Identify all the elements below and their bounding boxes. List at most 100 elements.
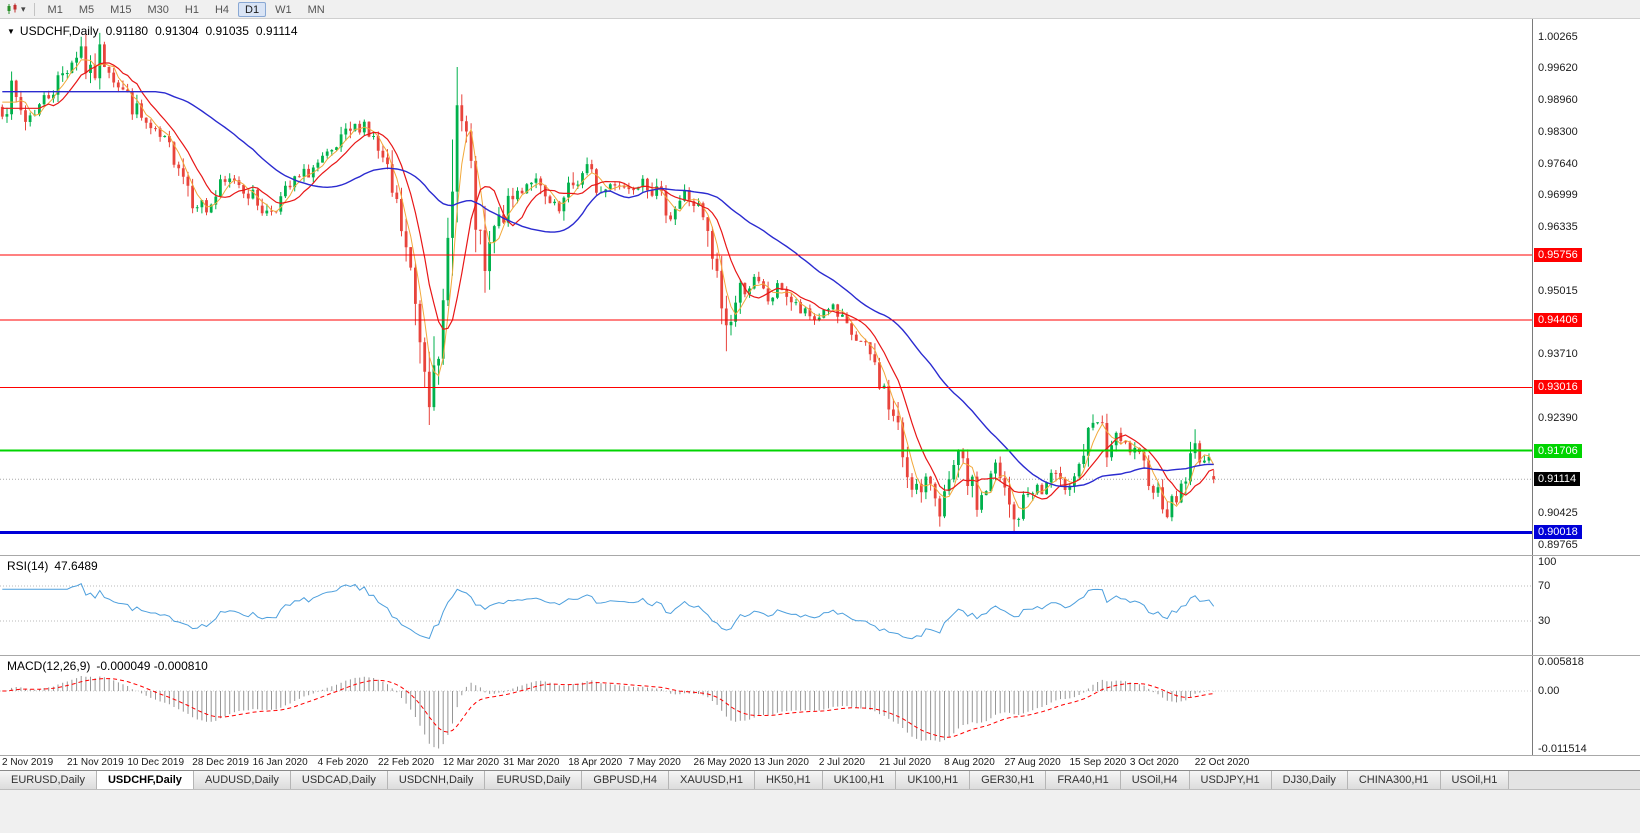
axis-label: 100 bbox=[1538, 556, 1557, 568]
axis-label: 0.93710 bbox=[1538, 347, 1578, 360]
timeframes-toolbar: ▾ M1 M5 M15 M30 H1 H4 D1 W1 MN bbox=[0, 0, 1640, 19]
chart-tab-audusd-daily[interactable]: AUDUSD,Daily bbox=[193, 771, 291, 789]
chart-tab-xauusd-h1[interactable]: XAUUSD,H1 bbox=[668, 771, 755, 789]
chart-tab-uk100-h1[interactable]: UK100,H1 bbox=[822, 771, 897, 789]
chart-tab-usdcnh-daily[interactable]: USDCNH,Daily bbox=[387, 771, 486, 789]
rsi-label: RSI(14) 47.6489 bbox=[7, 559, 98, 573]
date-label: 13 Jun 2020 bbox=[753, 757, 809, 768]
macd-values: -0.000049 -0.000810 bbox=[96, 659, 208, 673]
axis-label: 70 bbox=[1538, 580, 1551, 593]
price-badge: 0.93016 bbox=[1534, 380, 1582, 395]
chart-tab-fra40-h1[interactable]: FRA40,H1 bbox=[1046, 771, 1121, 789]
date-label: 12 Mar 2020 bbox=[442, 757, 500, 768]
status-bar bbox=[0, 790, 1640, 833]
date-label: 10 Dec 2019 bbox=[127, 757, 185, 768]
chart-tab-eurusd-daily[interactable]: EURUSD,Daily bbox=[0, 771, 97, 789]
timeframe-button-h4[interactable]: H4 bbox=[214, 3, 230, 16]
chart-tab-usoil-h4[interactable]: USOil,H4 bbox=[1120, 771, 1190, 789]
date-axis: 2 Nov 2019 21 Nov 2019 10 Dec 2019 28 Dec 2… bbox=[0, 756, 1640, 771]
axis-label: 30 bbox=[1538, 614, 1551, 627]
chart-tab-usdjpy-h1[interactable]: USDJPY,H1 bbox=[1189, 771, 1272, 789]
axis-label: 1.00265 bbox=[1538, 30, 1578, 43]
price-badge: 0.95756 bbox=[1534, 247, 1582, 262]
date-label: 2 Nov 2019 bbox=[2, 757, 54, 768]
axis-label: 0.00 bbox=[1538, 685, 1560, 697]
date-label: 22 Oct 2020 bbox=[1194, 757, 1250, 768]
timeframe-button-m15[interactable]: M15 bbox=[110, 3, 132, 16]
chart-tab-uk100-h1[interactable]: UK100,H1 bbox=[896, 771, 971, 789]
chart-tab-china300-h1[interactable]: CHINA300,H1 bbox=[1347, 771, 1441, 789]
price-badge: 0.90018 bbox=[1534, 525, 1582, 540]
chart-tab-eurusd-daily[interactable]: EURUSD,Daily bbox=[485, 771, 583, 789]
date-label: 4 Feb 2020 bbox=[317, 757, 369, 768]
axis-label: 0.99620 bbox=[1538, 61, 1578, 74]
timeframe-button-m5[interactable]: M5 bbox=[78, 3, 95, 16]
chart-tab-dj30-daily[interactable]: DJ30,Daily bbox=[1271, 771, 1348, 789]
price-badge: 0.91706 bbox=[1534, 443, 1582, 458]
chart-tab-ger30-h1[interactable]: GER30,H1 bbox=[970, 771, 1047, 789]
macd-name: MACD(12,26,9) bbox=[7, 659, 91, 673]
chart-tab-gbpusd-h4[interactable]: GBPUSD,H4 bbox=[582, 771, 669, 789]
timeframe-button-m30[interactable]: M30 bbox=[147, 3, 169, 16]
timeframe-buttons: M1 M5 M15 M30 H1 H4 D1 W1 MN bbox=[40, 1, 333, 17]
ohlc-open: 0.91180 bbox=[105, 24, 149, 38]
axis-label: 0.90425 bbox=[1538, 506, 1578, 519]
date-label: 8 Aug 2020 bbox=[944, 757, 995, 768]
timeframe-button-mn[interactable]: MN bbox=[307, 3, 325, 16]
axis-label: 0.98300 bbox=[1538, 125, 1578, 138]
collapse-icon[interactable]: ▼ bbox=[7, 26, 15, 36]
candlestick-glyph bbox=[7, 3, 17, 14]
price-axis: 1.00265 0.99620 0.98960 0.98300 0.97640 0.969… bbox=[1532, 19, 1640, 555]
macd-axis: 0.005818 0.00 -0.011514 bbox=[1532, 656, 1640, 755]
date-label: 3 Oct 2020 bbox=[1129, 757, 1179, 768]
axis-label: 0.005818 bbox=[1538, 656, 1584, 668]
axis-label: 0.96999 bbox=[1538, 188, 1578, 201]
date-label: 21 Jul 2020 bbox=[879, 757, 931, 768]
rsi-value: 47.6489 bbox=[54, 559, 98, 573]
chart-header: ▼ USDCHF,Daily 0.91180 0.91304 0.91035 0… bbox=[7, 24, 298, 38]
chart-symbol-title: USDCHF,Daily bbox=[19, 24, 99, 38]
date-label: 28 Dec 2019 bbox=[192, 757, 249, 768]
rsi-axis: 100 70 30 bbox=[1532, 556, 1640, 655]
rsi-name: RSI(14) bbox=[7, 559, 49, 573]
timeframe-button-m1[interactable]: M1 bbox=[47, 3, 63, 16]
date-label: 7 May 2020 bbox=[628, 757, 681, 768]
rsi-canvas[interactable] bbox=[0, 556, 1532, 655]
ohlc-close: 0.91114 bbox=[255, 24, 298, 38]
date-label: 21 Nov 2019 bbox=[66, 757, 124, 768]
price-badge: 0.91114 bbox=[1534, 472, 1581, 487]
chart-type-icon[interactable] bbox=[6, 3, 20, 15]
timeframe-button-h1[interactable]: H1 bbox=[184, 3, 199, 16]
price-chart-panel: ▼ USDCHF,Daily 0.91180 0.91304 0.91035 0… bbox=[0, 19, 1640, 556]
macd-label: MACD(12,26,9) -0.000049 -0.000810 bbox=[7, 659, 208, 673]
chart-tab-hk50-h1[interactable]: HK50,H1 bbox=[754, 771, 823, 789]
chart-area: ▼ USDCHF,Daily 0.91180 0.91304 0.91035 0… bbox=[0, 19, 1640, 771]
date-label: 16 Jan 2020 bbox=[252, 757, 308, 768]
axis-label: 0.98960 bbox=[1538, 93, 1578, 106]
axis-label: 0.89765 bbox=[1538, 538, 1578, 551]
date-label: 22 Feb 2020 bbox=[377, 757, 435, 768]
chart-tab-usdcad-daily[interactable]: USDCAD,Daily bbox=[290, 771, 388, 789]
timeframe-button-d1[interactable]: D1 bbox=[238, 1, 267, 17]
date-label: 31 Mar 2020 bbox=[503, 757, 560, 768]
chart-tab-bar: EURUSD,Daily USDCHF,Daily AUDUSD,Daily USDC… bbox=[0, 771, 1640, 790]
macd-panel: MACD(12,26,9) -0.000049 -0.000810 0.0058… bbox=[0, 656, 1640, 756]
rsi-panel: RSI(14) 47.6489 100 70 30 bbox=[0, 556, 1640, 656]
price-badge: 0.94406 bbox=[1534, 313, 1582, 328]
date-label: 26 May 2020 bbox=[693, 757, 752, 768]
macd-canvas[interactable] bbox=[0, 656, 1532, 755]
date-label: 15 Sep 2020 bbox=[1069, 757, 1127, 768]
ohlc-low: 0.91035 bbox=[205, 24, 249, 38]
date-label: 18 Apr 2020 bbox=[568, 757, 623, 768]
axis-label: 0.95015 bbox=[1538, 284, 1578, 297]
chart-tab-usoil-h1[interactable]: USOil,H1 bbox=[1440, 771, 1510, 789]
ohlc-high: 0.91304 bbox=[155, 24, 199, 38]
chart-tab-usdchf-daily[interactable]: USDCHF,Daily bbox=[96, 771, 194, 789]
axis-label: 0.92390 bbox=[1538, 411, 1578, 424]
timeframe-button-w1[interactable]: W1 bbox=[275, 3, 292, 16]
date-label: 27 Aug 2020 bbox=[1004, 757, 1061, 768]
axis-label: -0.011514 bbox=[1538, 742, 1587, 755]
price-chart-canvas[interactable] bbox=[0, 19, 1532, 555]
chevron-down-icon[interactable]: ▾ bbox=[21, 3, 26, 14]
